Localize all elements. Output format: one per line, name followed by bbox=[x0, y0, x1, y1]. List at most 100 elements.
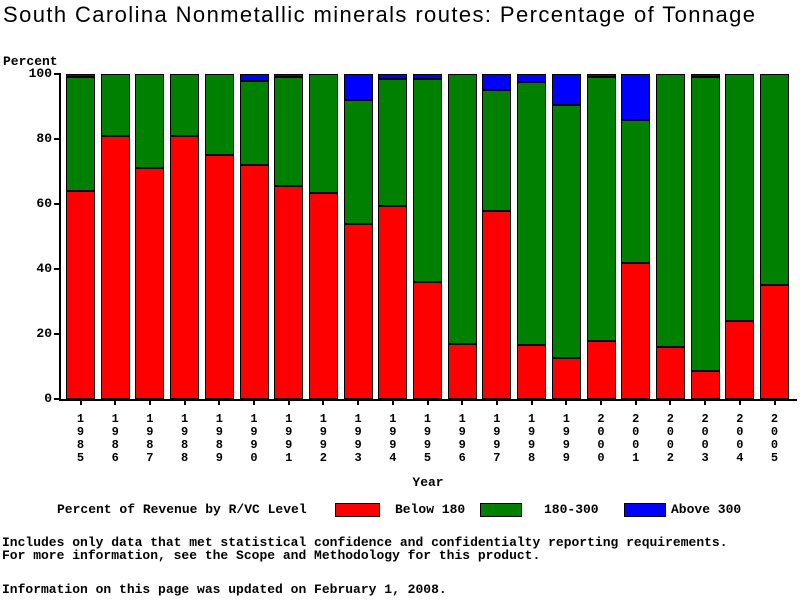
x-axis-tick bbox=[253, 401, 255, 405]
bar-segment-below-180 bbox=[586, 340, 616, 399]
x-axis-tick bbox=[634, 401, 637, 405]
bar-segment-180-300 bbox=[551, 104, 581, 359]
x-axis-tick-label: 1 9 9 9 bbox=[562, 412, 570, 465]
legend-swatch-180-300 bbox=[480, 503, 522, 517]
x-axis-title: Year bbox=[412, 475, 444, 490]
bar-segment-below-180 bbox=[551, 358, 581, 399]
bar-segment-180-300 bbox=[100, 74, 130, 136]
x-axis-tick-label: 1 9 9 2 bbox=[319, 412, 327, 465]
x-axis-tick bbox=[530, 401, 533, 405]
bar-segment-below-180 bbox=[135, 168, 165, 399]
x-axis-tick bbox=[669, 401, 672, 405]
bar-segment-above-300 bbox=[586, 74, 616, 78]
y-axis-tick-label: 100 bbox=[28, 66, 52, 81]
x-axis-tick-label: 2 0 0 2 bbox=[666, 412, 674, 465]
x-axis-tick bbox=[773, 401, 776, 405]
bar-segment-above-300 bbox=[66, 74, 95, 78]
y-axis-tick bbox=[54, 333, 61, 335]
x-axis-tick-label: 1 9 9 6 bbox=[458, 412, 466, 465]
y-axis-tick-label: 20 bbox=[36, 326, 52, 341]
bar-segment-below-180 bbox=[66, 191, 95, 399]
x-axis-tick-label: 1 9 9 4 bbox=[389, 412, 397, 465]
legend-title: Percent of Revenue by R/VC Level bbox=[57, 502, 307, 517]
x-axis-tick bbox=[183, 401, 186, 405]
bar-segment-below-180 bbox=[378, 205, 408, 399]
bar-segment-180-300 bbox=[690, 77, 720, 372]
bar-segment-above-300 bbox=[274, 74, 304, 78]
x-axis-tick-label: 1 9 8 8 bbox=[180, 412, 189, 465]
x-axis-tick-label: 1 9 8 9 bbox=[215, 412, 223, 465]
y-axis-tick-label: 80 bbox=[36, 131, 52, 146]
y-axis-tick bbox=[54, 73, 61, 75]
x-axis-tick-label: 2 0 0 5 bbox=[770, 412, 779, 465]
bar-segment-below-180 bbox=[413, 282, 442, 399]
bar-segment-180-300 bbox=[413, 78, 442, 282]
footnote-line-1: Includes only data that met statistical … bbox=[2, 535, 728, 550]
footnote-update-date: Information on this page was updated on … bbox=[2, 582, 447, 597]
x-axis-tick bbox=[148, 401, 151, 405]
x-axis-tick-label: 2 0 0 0 bbox=[597, 412, 605, 465]
x-axis-tick-label: 1 9 9 8 bbox=[527, 412, 536, 465]
x-axis-tick bbox=[426, 401, 429, 405]
x-axis-tick bbox=[287, 401, 290, 405]
x-axis-tick bbox=[218, 401, 221, 405]
bar-segment-above-300 bbox=[621, 74, 651, 120]
x-axis-tick-label: 1 9 8 7 bbox=[146, 412, 154, 465]
x-axis-tick bbox=[461, 401, 464, 405]
x-axis-tick bbox=[391, 401, 394, 405]
bar-segment-above-300 bbox=[517, 74, 547, 83]
bar-segment-below-180 bbox=[760, 285, 789, 399]
bar-segment-above-300 bbox=[378, 74, 408, 79]
bar-segment-below-180 bbox=[655, 347, 685, 399]
bar-segment-180-300 bbox=[343, 100, 373, 224]
x-axis-tick bbox=[114, 401, 117, 405]
x-axis-tick-label: 1 9 9 5 bbox=[423, 412, 432, 465]
bar-segment-below-180 bbox=[482, 210, 512, 399]
bar-segment-below-180 bbox=[447, 343, 477, 399]
bar-segment-180-300 bbox=[482, 90, 512, 211]
bar-segment-above-300 bbox=[690, 74, 720, 78]
x-axis-tick-label: 2 0 0 4 bbox=[736, 412, 744, 465]
bar-segment-below-180 bbox=[239, 165, 269, 399]
plot-area bbox=[59, 74, 797, 401]
bar-segment-180-300 bbox=[447, 74, 477, 344]
bar-segment-below-180 bbox=[690, 371, 720, 399]
bar-segment-above-300 bbox=[343, 74, 373, 100]
bar-segment-180-300 bbox=[170, 74, 200, 136]
bar-segment-180-300 bbox=[621, 119, 651, 263]
x-axis-tick-label: 1 9 8 6 bbox=[111, 412, 119, 465]
bar-segment-180-300 bbox=[725, 74, 755, 321]
x-axis-tick-label: 1 9 9 1 bbox=[285, 412, 293, 465]
x-axis-tick bbox=[495, 401, 498, 405]
x-axis-tick-label: 1 9 9 3 bbox=[354, 412, 362, 465]
bar-segment-below-180 bbox=[100, 135, 130, 399]
legend-swatch-above-300 bbox=[624, 503, 666, 517]
bar-segment-above-300 bbox=[413, 74, 442, 79]
y-axis-tick bbox=[54, 398, 61, 400]
x-axis-tick-label: 1 9 8 5 bbox=[76, 412, 85, 465]
x-axis-tick bbox=[79, 401, 82, 405]
y-axis-tick-label: 40 bbox=[36, 261, 52, 276]
y-axis-tick bbox=[54, 268, 61, 270]
y-axis-tick bbox=[54, 203, 61, 205]
x-axis-tick bbox=[565, 401, 568, 405]
x-axis-tick bbox=[600, 401, 602, 405]
bar-segment-above-300 bbox=[239, 74, 269, 81]
bar-segment-below-180 bbox=[204, 155, 234, 399]
bar-segment-180-300 bbox=[135, 74, 165, 169]
x-axis-tick-label: 2 0 0 1 bbox=[632, 412, 640, 465]
footnote-line-2: For more information, see the Scope and … bbox=[2, 548, 541, 563]
x-axis-tick-label: 2 0 0 3 bbox=[701, 412, 709, 465]
bar-segment-180-300 bbox=[760, 74, 789, 286]
bar-segment-180-300 bbox=[274, 77, 304, 187]
bar-segment-180-300 bbox=[204, 74, 234, 156]
y-axis-tick-label: 60 bbox=[36, 196, 52, 211]
bar-segment-180-300 bbox=[586, 77, 616, 341]
x-axis-tick bbox=[322, 401, 325, 405]
bar-segment-180-300 bbox=[655, 74, 685, 347]
y-axis-tick-label: 0 bbox=[44, 391, 52, 406]
x-axis-tick-label: 1 9 9 0 bbox=[250, 412, 258, 465]
bar-segment-below-180 bbox=[170, 135, 200, 399]
y-axis-tick bbox=[54, 138, 61, 140]
legend-label-180-300: 180-300 bbox=[544, 502, 599, 517]
